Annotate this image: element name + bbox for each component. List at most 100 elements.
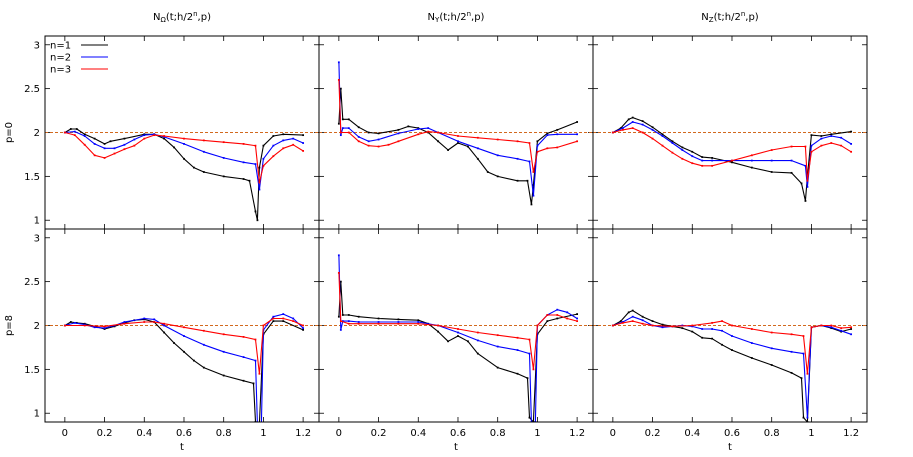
data-point [486, 171, 489, 173]
data-point [302, 150, 305, 152]
data-point [627, 311, 630, 314]
data-point [407, 125, 410, 128]
data-point [476, 339, 479, 342]
data-point [262, 157, 265, 160]
data-point [153, 318, 156, 321]
data-point [123, 137, 126, 140]
data-point [711, 164, 714, 167]
series-line [338, 272, 578, 370]
data-point [222, 374, 225, 377]
data-point [83, 324, 86, 327]
data-point [496, 366, 499, 369]
y-tick-label: 3 [34, 233, 40, 244]
data-point [804, 145, 807, 148]
data-point [661, 326, 664, 329]
data-point [292, 143, 295, 146]
series-line [612, 310, 852, 422]
data-point [576, 317, 579, 320]
data-point [681, 149, 684, 151]
series-group [63, 128, 305, 222]
data-point [496, 345, 499, 348]
data-point [631, 116, 634, 119]
data-point [397, 322, 400, 325]
x-tick-label: 0.4 [136, 428, 152, 439]
data-point [258, 166, 261, 169]
data-point [621, 128, 624, 131]
data-point [611, 324, 614, 327]
data-point [357, 140, 360, 143]
y-tick-label: 1.5 [24, 365, 40, 376]
data-point [820, 137, 823, 140]
data-point [93, 154, 96, 157]
data-point [75, 128, 78, 130]
series-line [338, 281, 578, 422]
data-point [282, 313, 285, 315]
data-point [63, 324, 66, 327]
data-point [256, 219, 259, 222]
data-point [850, 333, 853, 336]
data-point [619, 127, 622, 130]
data-point [750, 159, 753, 162]
data-point [377, 132, 380, 135]
x-tick-label: 0.2 [371, 428, 387, 439]
legend-label: n=1 [50, 41, 71, 52]
data-point [820, 324, 823, 327]
data-point [476, 352, 479, 355]
data-point [173, 146, 175, 149]
series-line [64, 128, 304, 221]
data-point [143, 134, 146, 137]
data-point [447, 340, 449, 343]
data-point [721, 343, 723, 346]
data-point [850, 326, 853, 329]
series-line [612, 121, 852, 188]
y-tick-label: 1 [34, 409, 40, 420]
data-point [691, 162, 694, 165]
data-point [292, 137, 295, 140]
series-group [63, 313, 305, 422]
data-point [611, 131, 614, 134]
data-point [576, 313, 579, 315]
data-point [242, 379, 245, 382]
data-point [556, 128, 559, 131]
data-point [347, 314, 350, 316]
data-point [367, 144, 370, 147]
data-point [516, 336, 519, 339]
title-args: (t;h/2 [166, 12, 193, 23]
data-point [347, 127, 350, 130]
row-label: p=8 [4, 315, 15, 336]
data-point [750, 342, 753, 344]
data-point [357, 315, 360, 318]
data-point [417, 322, 420, 325]
data-point [566, 311, 569, 314]
data-point [337, 315, 340, 318]
data-point [770, 364, 773, 366]
data-point [804, 200, 807, 202]
y-tick-label: 2.5 [24, 277, 40, 288]
data-point [691, 155, 694, 158]
panel [318, 35, 594, 230]
data-point [804, 164, 807, 167]
data-point [627, 118, 630, 121]
data-point [711, 321, 714, 324]
data-point [790, 145, 793, 148]
series-group [611, 309, 853, 422]
series-group [337, 61, 579, 206]
legend-label: n=2 [50, 53, 71, 64]
data-point [337, 254, 340, 257]
data-point [731, 159, 733, 162]
data-point [830, 135, 833, 137]
title-end: ,p) [198, 12, 212, 23]
series-line [64, 131, 304, 184]
column-titles: NΩ(t;h/2n,p) NY(t;h/2n,p) NZ(t;h/2n,p) [153, 10, 759, 24]
data-point [183, 350, 185, 353]
data-point [103, 325, 106, 328]
data-point [83, 143, 86, 146]
title-superscript: n [467, 10, 471, 18]
data-point [526, 377, 529, 380]
data-point [566, 317, 569, 320]
data-point [820, 135, 823, 137]
data-point [516, 157, 519, 160]
data-point [163, 331, 166, 334]
series-group [337, 254, 579, 422]
data-point [202, 171, 205, 173]
